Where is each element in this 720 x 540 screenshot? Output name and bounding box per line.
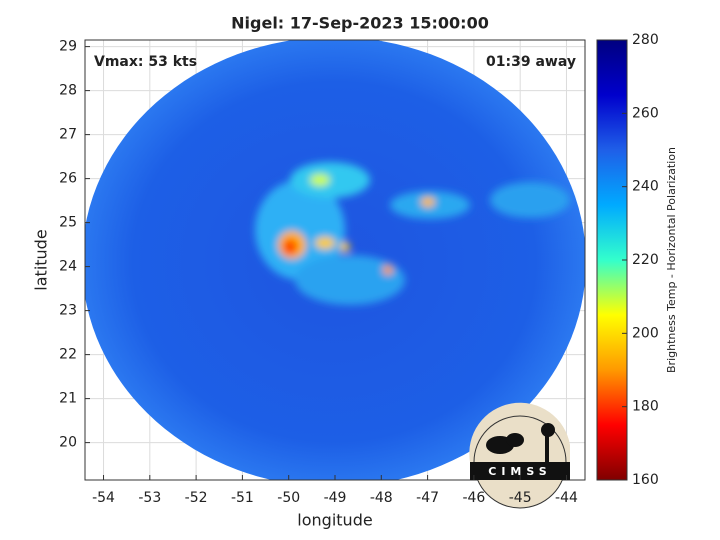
x-tick-label: -46 [462, 490, 485, 506]
y-tick-label: 24 [59, 259, 77, 275]
y-tick-label: 20 [59, 435, 77, 451]
colorbar-label: Brightness Temp - Horizontal Polarizatio… [665, 147, 678, 373]
x-tick-label: -47 [416, 490, 439, 506]
colorbar-tick-label: 240 [632, 179, 659, 195]
y-tick-label: 23 [59, 303, 77, 319]
y-axis-label: latitude [32, 229, 51, 290]
y-tick-label: 29 [59, 39, 77, 55]
x-tick-label: -44 [555, 490, 578, 506]
x-tick-label: -49 [324, 490, 347, 506]
x-tick-label: -50 [277, 490, 300, 506]
annotation: 01:39 away [486, 54, 576, 70]
x-tick-label: -45 [509, 490, 532, 506]
y-tick-label: 21 [59, 391, 77, 407]
x-tick-label: -52 [185, 490, 208, 506]
x-tick-label: -51 [231, 490, 254, 506]
x-tick-label: -54 [92, 490, 115, 506]
colorbar-tick-label: 220 [632, 252, 659, 268]
x-tick-label: -48 [370, 490, 393, 506]
y-tick-label: 25 [59, 215, 77, 231]
colorbar-tick-label: 280 [632, 32, 659, 48]
x-axis-label: longitude [297, 511, 372, 530]
y-tick-label: 27 [59, 127, 77, 143]
y-tick-label: 26 [59, 171, 77, 187]
swath [85, 40, 585, 480]
colorbar-tick-label: 260 [632, 105, 659, 121]
logo: CIMSS [469, 402, 570, 509]
chart-title: Nigel: 17-Sep-2023 15:00:00 [231, 14, 489, 33]
x-tick-label: -53 [138, 490, 161, 506]
y-tick-label: 22 [59, 347, 77, 363]
logo-text: CIMSS [488, 465, 551, 478]
convection [255, 162, 570, 305]
y-tick-label: 28 [59, 83, 77, 99]
colorbar-tick-label: 180 [632, 399, 659, 415]
colorbar-tick-label: 160 [632, 472, 659, 488]
colorbar-tick-label: 200 [632, 325, 659, 341]
annotation: Vmax: 53 kts [94, 54, 197, 70]
